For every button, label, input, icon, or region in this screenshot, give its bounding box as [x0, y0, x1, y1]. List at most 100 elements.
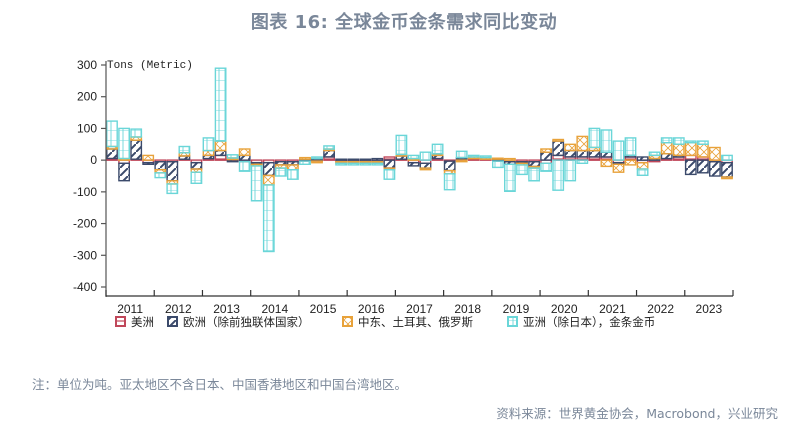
bar-segment	[600, 151, 613, 158]
y-tick-label: 300	[77, 58, 97, 72]
chart-title: 图表 16: 全球金币金条需求同比变动	[250, 12, 558, 33]
bar-segment	[347, 162, 360, 166]
bar-segment	[684, 141, 697, 157]
legend-label: 亚洲（除日本），金条金币	[523, 315, 655, 329]
bar-segment	[516, 164, 528, 176]
bar-segment	[371, 162, 384, 166]
bar-segment	[672, 143, 685, 157]
y-axis-unit-label: Tons (Metric)	[107, 60, 193, 72]
bar-segment	[154, 172, 167, 179]
bar-segment	[564, 143, 577, 152]
legend-swatch	[167, 316, 178, 327]
bar-segment	[504, 157, 516, 161]
bar-segment	[262, 184, 275, 253]
bar-segment	[395, 134, 408, 156]
y-tick-label: -100	[73, 185, 97, 199]
x-tick-label: 2014	[261, 302, 288, 316]
bar-segment	[323, 145, 335, 150]
x-tick-label: 2015	[310, 302, 337, 316]
legend: 美洲 欧洲（除前独联体国家） 中东、土耳其、俄罗斯 亚洲（除日本），金条金币	[115, 315, 655, 329]
stacked-bar-chart: 300 200 100 0 -100 -200 -300 -400 Tons (Metric) 2…	[73, 58, 734, 329]
bar-segment	[347, 158, 360, 161]
bar-segment	[576, 159, 589, 165]
bar-segment	[660, 137, 673, 144]
bar-segment	[624, 159, 637, 166]
bar-segment	[709, 160, 721, 177]
bar-segment	[479, 155, 492, 159]
source-note: 资料来源：世界黄金协会，Macrobond，兴业研究	[496, 406, 778, 421]
bar-segment	[407, 154, 420, 160]
bar-segment	[166, 183, 179, 195]
bar-segment	[118, 127, 131, 160]
bar-segment	[419, 151, 432, 161]
bar-segment	[419, 162, 432, 169]
legend-swatch	[115, 316, 126, 327]
bar-segment	[455, 159, 468, 163]
y-tick-label: -300	[73, 248, 97, 262]
bar-segment	[287, 164, 299, 171]
bar-segment	[612, 163, 625, 173]
x-tick-label: 2023	[696, 302, 723, 316]
x-tick-label: 2021	[599, 302, 626, 316]
bar-segment	[431, 143, 444, 155]
bar-segment	[552, 140, 565, 157]
y-tick-label: -200	[73, 217, 97, 231]
bar-segment	[540, 162, 553, 172]
bar-segment	[202, 137, 215, 152]
bar-segment	[528, 167, 541, 182]
y-tick-label: 100	[77, 121, 97, 135]
x-tick-label: 2013	[213, 302, 240, 316]
bar-segment	[612, 140, 625, 161]
bar-segment	[540, 148, 553, 153]
bar-segment	[721, 176, 733, 180]
bar-segment	[660, 153, 673, 160]
x-tick-label: 2012	[165, 302, 192, 316]
bar-segment	[130, 139, 143, 160]
bar-segment	[311, 156, 323, 160]
bar-segment	[648, 151, 661, 157]
bar-segment	[672, 137, 685, 145]
bar-segment	[275, 167, 287, 177]
bar-segment	[154, 160, 167, 171]
bar-segment	[467, 154, 480, 158]
x-tick-label: 2016	[358, 302, 385, 316]
bar-segment	[335, 158, 347, 161]
legend-label: 美洲	[131, 315, 154, 329]
bar-segment	[564, 159, 577, 182]
legend-label: 欧洲（除前独联体国家）	[183, 315, 310, 329]
bar-segment	[721, 154, 733, 161]
bar-segment	[660, 141, 673, 155]
bar-segment	[576, 135, 589, 152]
bar-segment	[142, 161, 155, 165]
x-tick-label: 2018	[454, 302, 481, 316]
footnote: 注：单位为吨。亚太地区不含日本、中国香港地区和中国台湾地区。	[32, 377, 408, 392]
bar-segment	[443, 160, 456, 172]
bar-segment	[106, 148, 118, 160]
bar-segment	[250, 165, 263, 202]
bar-segment	[323, 149, 335, 158]
bar-segment	[697, 143, 709, 158]
y-tick-label: -400	[73, 280, 97, 294]
bar-segment	[407, 161, 420, 167]
bar-segment	[214, 149, 227, 157]
bar-segment	[455, 150, 468, 159]
bar-segment	[178, 145, 191, 154]
y-tick-label: 0	[90, 153, 97, 167]
bar-segment	[636, 156, 649, 161]
x-tick-label: 2011	[117, 302, 143, 316]
bar-segment	[262, 161, 275, 177]
bar-segment	[190, 171, 203, 184]
bar-segment	[540, 151, 553, 161]
bar-segment	[190, 161, 203, 170]
bar-segment	[721, 161, 733, 178]
bar-segment	[504, 163, 516, 193]
bar-segment	[588, 127, 601, 149]
bar-segment	[238, 160, 251, 172]
x-tick-label: 2017	[406, 302, 433, 316]
bar-segment	[359, 162, 372, 166]
bar-segment	[359, 158, 372, 161]
bar-segment	[383, 168, 396, 180]
bar-segment	[552, 159, 565, 191]
bar-segment	[600, 159, 613, 168]
bar-segment	[697, 140, 709, 146]
